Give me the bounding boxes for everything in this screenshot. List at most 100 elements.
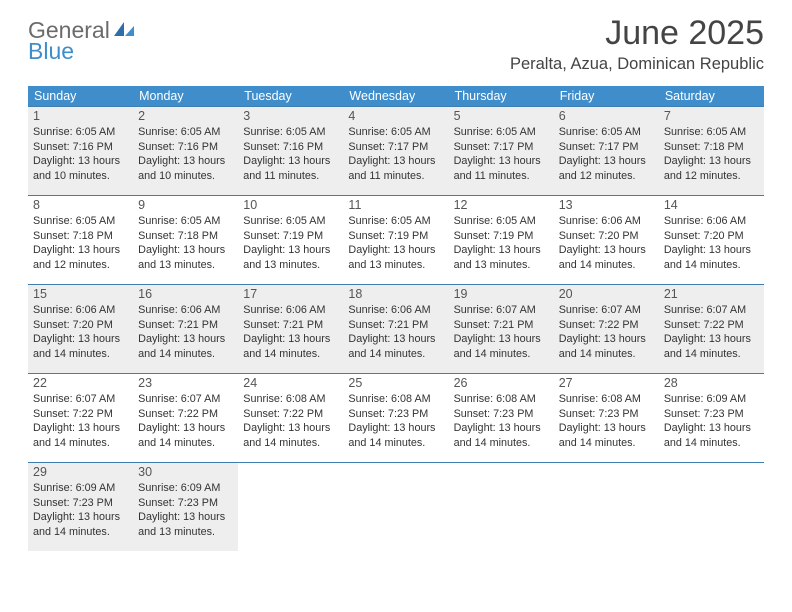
day-cell: 23Sunrise: 6:07 AMSunset: 7:22 PMDayligh…: [133, 374, 238, 462]
logo-text: General Blue: [28, 20, 136, 61]
daylight-text: and 13 minutes.: [138, 525, 233, 540]
header: General Blue June 2025 Peralta, Azua, Do…: [28, 14, 764, 82]
sunrise-text: Sunrise: 6:06 AM: [243, 303, 338, 318]
day-number: 26: [454, 376, 549, 390]
sunset-text: Sunset: 7:21 PM: [138, 318, 233, 333]
sunrise-text: Sunrise: 6:07 AM: [559, 303, 654, 318]
sunset-text: Sunset: 7:16 PM: [138, 140, 233, 155]
sunrise-text: Sunrise: 6:06 AM: [138, 303, 233, 318]
daylight-text: Daylight: 13 hours: [454, 332, 549, 347]
sunrise-text: Sunrise: 6:05 AM: [33, 214, 128, 229]
day-cell: 9Sunrise: 6:05 AMSunset: 7:18 PMDaylight…: [133, 196, 238, 284]
sunrise-text: Sunrise: 6:05 AM: [454, 214, 549, 229]
sunset-text: Sunset: 7:22 PM: [138, 407, 233, 422]
daylight-text: Daylight: 13 hours: [559, 332, 654, 347]
day-number: 5: [454, 109, 549, 123]
day-cell: 24Sunrise: 6:08 AMSunset: 7:22 PMDayligh…: [238, 374, 343, 462]
day-number: 23: [138, 376, 233, 390]
daylight-text: and 12 minutes.: [33, 258, 128, 273]
day-number: 18: [348, 287, 443, 301]
empty-cell: [659, 463, 764, 551]
sunrise-text: Sunrise: 6:08 AM: [454, 392, 549, 407]
sunrise-text: Sunrise: 6:09 AM: [664, 392, 759, 407]
day-cell: 20Sunrise: 6:07 AMSunset: 7:22 PMDayligh…: [554, 285, 659, 373]
sunset-text: Sunset: 7:19 PM: [348, 229, 443, 244]
daylight-text: and 10 minutes.: [33, 169, 128, 184]
day-cell: 16 Sunrise: 6:06 AMSunset: 7:21 PMDayligh…: [133, 285, 238, 373]
sunrise-text: Sunrise: 6:05 AM: [138, 214, 233, 229]
daylight-text: Daylight: 13 hours: [559, 421, 654, 436]
daylight-text: and 11 minutes.: [454, 169, 549, 184]
daylight-text: Daylight: 13 hours: [138, 332, 233, 347]
sunset-text: Sunset: 7:21 PM: [454, 318, 549, 333]
sunrise-text: Sunrise: 6:09 AM: [138, 481, 233, 496]
sunset-text: Sunset: 7:20 PM: [664, 229, 759, 244]
day-cell: 25Sunrise: 6:08 AMSunset: 7:23 PMDayligh…: [343, 374, 448, 462]
day-header: Thursday: [449, 86, 554, 106]
sunset-text: Sunset: 7:19 PM: [243, 229, 338, 244]
sunset-text: Sunset: 7:22 PM: [243, 407, 338, 422]
day-number: 29: [33, 465, 128, 479]
calendar-grid: Sunday Monday Tuesday Wednesday Thursday…: [28, 86, 764, 551]
daylight-text: Daylight: 13 hours: [664, 243, 759, 258]
daylight-text: Daylight: 13 hours: [33, 154, 128, 169]
empty-cell: [343, 463, 448, 551]
daylight-text: Daylight: 13 hours: [454, 243, 549, 258]
sunrise-text: Sunrise: 6:06 AM: [664, 214, 759, 229]
daylight-text: and 13 minutes.: [454, 258, 549, 273]
weeks-container: 1Sunrise: 6:05 AMSunset: 7:16 PMDaylight…: [28, 106, 764, 551]
day-number: 13: [559, 198, 654, 212]
sunrise-text: Sunrise: 6:07 AM: [664, 303, 759, 318]
logo: General Blue: [28, 20, 136, 61]
sunrise-text: Sunrise: 6:05 AM: [243, 125, 338, 140]
day-number: 27: [559, 376, 654, 390]
day-header: Sunday: [28, 86, 133, 106]
week-row: 15Sunrise: 6:06 AMSunset: 7:20 PMDayligh…: [28, 284, 764, 373]
daylight-text: and 12 minutes.: [559, 169, 654, 184]
day-number: 2: [138, 109, 233, 123]
sunset-text: Sunset: 7:23 PM: [348, 407, 443, 422]
daylight-text: Daylight: 13 hours: [243, 332, 338, 347]
sunrise-text: Sunrise: 6:06 AM: [559, 214, 654, 229]
daylight-text: and 14 minutes.: [664, 347, 759, 362]
sunset-text: Sunset: 7:23 PM: [33, 496, 128, 511]
day-number: 16: [138, 287, 233, 301]
sunset-text: Sunset: 7:20 PM: [33, 318, 128, 333]
daylight-text: and 14 minutes.: [138, 436, 233, 451]
day-number: 21: [664, 287, 759, 301]
day-cell: 26Sunrise: 6:08 AMSunset: 7:23 PMDayligh…: [449, 374, 554, 462]
sunrise-text: Sunrise: 6:07 AM: [138, 392, 233, 407]
week-row: 8Sunrise: 6:05 AMSunset: 7:18 PMDaylight…: [28, 195, 764, 284]
day-number: 3: [243, 109, 338, 123]
daylight-text: Daylight: 13 hours: [348, 154, 443, 169]
day-cell: 27Sunrise: 6:08 AMSunset: 7:23 PMDayligh…: [554, 374, 659, 462]
sunrise-text: Sunrise: 6:05 AM: [664, 125, 759, 140]
sunrise-text: Sunrise: 6:07 AM: [454, 303, 549, 318]
sunset-text: Sunset: 7:22 PM: [33, 407, 128, 422]
sunset-text: Sunset: 7:16 PM: [33, 140, 128, 155]
day-number: 10: [243, 198, 338, 212]
day-number: 12: [454, 198, 549, 212]
month-title: June 2025: [510, 14, 764, 53]
sunset-text: Sunset: 7:18 PM: [138, 229, 233, 244]
daylight-text: Daylight: 13 hours: [664, 154, 759, 169]
daylight-text: and 14 minutes.: [664, 258, 759, 273]
daylight-text: and 12 minutes.: [664, 169, 759, 184]
empty-cell: [238, 463, 343, 551]
sunrise-text: Sunrise: 6:07 AM: [33, 392, 128, 407]
daylight-text: Daylight: 13 hours: [559, 154, 654, 169]
location: Peralta, Azua, Dominican Republic: [510, 55, 764, 74]
day-cell: 15Sunrise: 6:06 AMSunset: 7:20 PMDayligh…: [28, 285, 133, 373]
daylight-text: Daylight: 13 hours: [243, 421, 338, 436]
sunrise-text: Sunrise: 6:08 AM: [348, 392, 443, 407]
calendar-page: General Blue June 2025 Peralta, Azua, Do…: [0, 0, 792, 565]
daylight-text: and 13 minutes.: [138, 258, 233, 273]
daylight-text: and 14 minutes.: [33, 347, 128, 362]
day-cell: 22Sunrise: 6:07 AMSunset: 7:22 PMDayligh…: [28, 374, 133, 462]
sunset-text: Sunset: 7:19 PM: [454, 229, 549, 244]
daylight-text: Daylight: 13 hours: [33, 510, 128, 525]
sunset-text: Sunset: 7:21 PM: [243, 318, 338, 333]
sunrise-text: Sunrise: 6:05 AM: [348, 214, 443, 229]
day-header: Friday: [554, 86, 659, 106]
day-cell: 11Sunrise: 6:05 AMSunset: 7:19 PMDayligh…: [343, 196, 448, 284]
